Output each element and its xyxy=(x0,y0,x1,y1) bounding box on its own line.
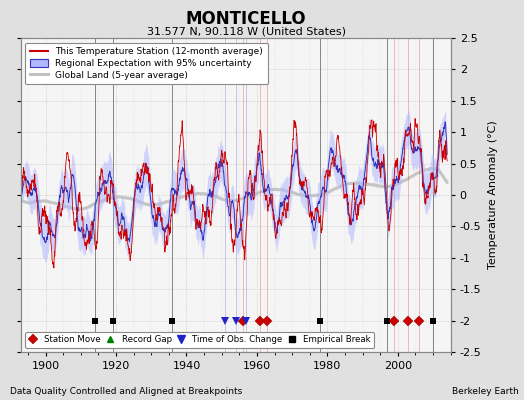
Text: Berkeley Earth: Berkeley Earth xyxy=(452,387,519,396)
Text: MONTICELLO: MONTICELLO xyxy=(186,10,307,28)
Text: Data Quality Controlled and Aligned at Breakpoints: Data Quality Controlled and Aligned at B… xyxy=(10,387,243,396)
Y-axis label: Temperature Anomaly (°C): Temperature Anomaly (°C) xyxy=(488,121,498,269)
Text: 31.577 N, 90.118 W (United States): 31.577 N, 90.118 W (United States) xyxy=(147,26,346,36)
Legend: Station Move, Record Gap, Time of Obs. Change, Empirical Break: Station Move, Record Gap, Time of Obs. C… xyxy=(25,332,374,348)
